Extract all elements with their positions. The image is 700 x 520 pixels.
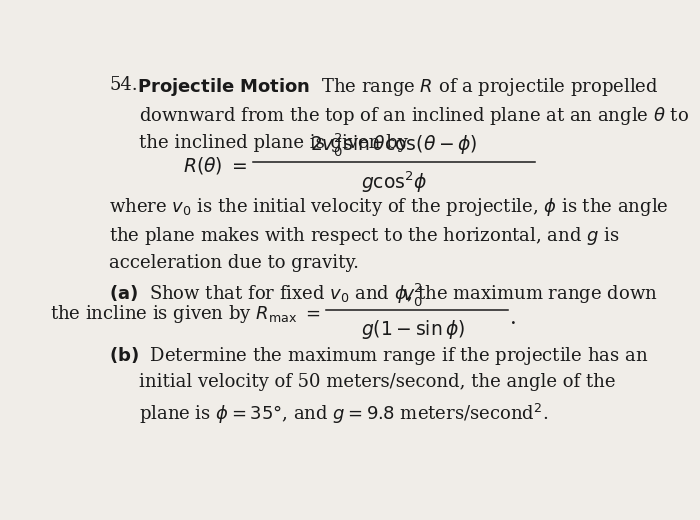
Text: where $v_0$ is the initial velocity of the projectile, $\phi$ is the angle: where $v_0$ is the initial velocity of t… [109, 196, 668, 218]
Text: $g(1 - \sin\phi)$: $g(1 - \sin\phi)$ [361, 318, 465, 341]
Text: initial velocity of 50 meters/second, the angle of the: initial velocity of 50 meters/second, th… [139, 373, 615, 392]
Text: $\mathbf{Projectile\ Motion}$  The range $R$ of a projectile propelled: $\mathbf{Projectile\ Motion}$ The range … [137, 76, 659, 98]
Text: acceleration due to gravity.: acceleration due to gravity. [109, 254, 359, 272]
Text: the plane makes with respect to the horizontal, and $g$ is: the plane makes with respect to the hori… [109, 225, 620, 247]
Text: $\mathbf{(b)}$  Determine the maximum range if the projectile has an: $\mathbf{(b)}$ Determine the maximum ran… [109, 345, 648, 367]
Text: $g\cos^2\!\phi$: $g\cos^2\!\phi$ [361, 169, 427, 194]
Text: $v_0^2$: $v_0^2$ [402, 281, 423, 308]
Text: .: . [510, 307, 517, 329]
Text: $R(\theta)\ =$: $R(\theta)\ =$ [183, 155, 248, 176]
Text: $2v_0^2\sin\theta\cos(\theta - \phi)$: $2v_0^2\sin\theta\cos(\theta - \phi)$ [310, 132, 478, 159]
Text: the incline is given by $R_{\mathrm{max}}\ =$: the incline is given by $R_{\mathrm{max}… [50, 303, 321, 325]
Text: downward from the top of an inclined plane at an angle $\theta$ to: downward from the top of an inclined pla… [139, 105, 689, 127]
Text: plane is $\phi = 35°$, and $g = 9.8$ meters/second$^2$.: plane is $\phi = 35°$, and $g = 9.8$ met… [139, 402, 548, 426]
Text: $\mathbf{(a)}$  Show that for fixed $v_0$ and $\phi$, the maximum range down: $\mathbf{(a)}$ Show that for fixed $v_0$… [109, 282, 658, 305]
Text: the inclined plane is given by: the inclined plane is given by [139, 134, 408, 152]
Text: 54.: 54. [109, 76, 138, 95]
